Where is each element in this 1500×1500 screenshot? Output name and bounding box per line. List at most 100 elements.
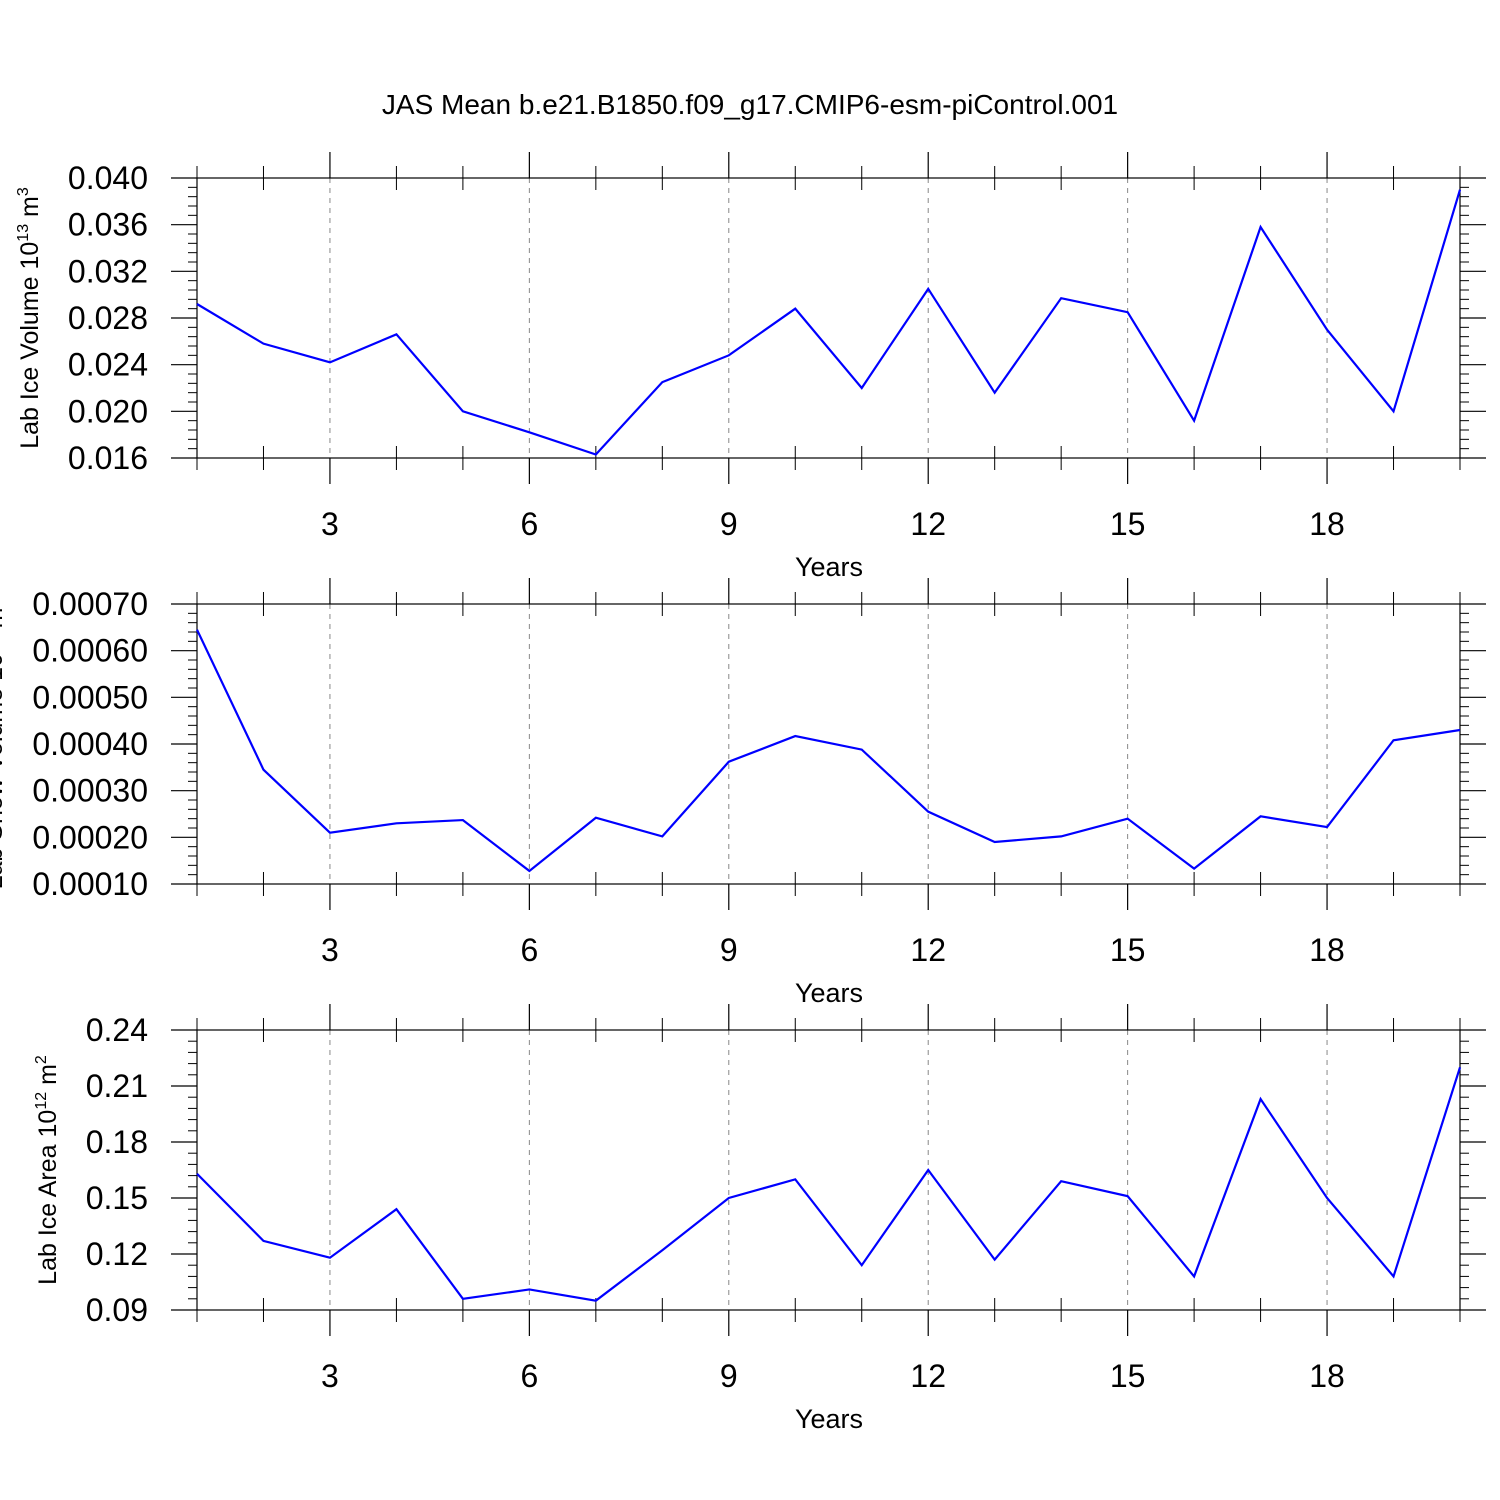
data-point	[1457, 187, 1463, 193]
data-point	[393, 331, 399, 337]
y-axis-label: Lab Ice Area 1012 m2	[33, 1055, 62, 1285]
data-point	[859, 747, 865, 753]
panels-group: 3 6 9 12 15 18 0.016 0.020 0.024 0.028 0.032 0.036 0…	[0, 152, 1486, 1434]
y-tick-label: 0.24	[86, 1012, 148, 1048]
data-point	[859, 1262, 865, 1268]
data-point	[726, 1195, 732, 1201]
data-point	[1125, 309, 1131, 315]
y-axis-label-superscript: 3	[15, 187, 32, 196]
data-point	[925, 286, 931, 292]
y-tick-label: 0.028	[68, 300, 148, 336]
data-point	[659, 1247, 665, 1253]
x-tick-label: 12	[910, 932, 946, 968]
data-point	[659, 379, 665, 385]
x-axis-label: Years	[795, 1404, 863, 1434]
data-point	[1258, 224, 1264, 230]
y-tick-label: 0.00010	[32, 866, 148, 902]
y-axis-label-superscript: 13	[15, 224, 32, 242]
data-point	[327, 1255, 333, 1261]
data-point	[792, 1176, 798, 1182]
data-point	[1125, 1193, 1131, 1199]
x-tick-label: 18	[1309, 932, 1345, 968]
y-axis-label-part: m	[16, 196, 44, 224]
x-tick-label: 9	[720, 932, 738, 968]
x-tick-label: 12	[910, 506, 946, 542]
chart-panel-3: 3 6 9 12 15 18 0.09 0.12 0.15 0.18 0.21 0.24 Years La…	[33, 1004, 1486, 1434]
y-tick-label: 0.00040	[32, 726, 148, 762]
data-point	[194, 1171, 200, 1177]
x-tick-label: 15	[1110, 506, 1146, 542]
data-point	[393, 820, 399, 826]
y-tick-label: 0.21	[86, 1068, 148, 1104]
data-point	[1391, 1273, 1397, 1279]
figure-title: JAS Mean b.e21.B1850.f09_g17.CMIP6-esm-p…	[382, 89, 1118, 120]
x-tick-label: 9	[720, 1358, 738, 1394]
data-point	[194, 301, 200, 307]
x-tick-label: 15	[1110, 1358, 1146, 1394]
data-point	[260, 1238, 266, 1244]
y-axis-label-part: Lab Ice Area 10	[34, 1110, 62, 1285]
y-tick-label: 0.00020	[32, 819, 148, 855]
y-tick-label: 0.036	[68, 207, 148, 243]
data-point	[992, 390, 998, 396]
data-point	[1058, 833, 1064, 839]
y-tick-label: 0.032	[68, 253, 148, 289]
data-point	[1324, 824, 1330, 830]
data-point	[1457, 1064, 1463, 1070]
x-tick-label: 3	[321, 506, 339, 542]
data-point	[526, 1286, 532, 1292]
data-point	[1391, 408, 1397, 414]
y-tick-label: 0.00050	[32, 679, 148, 715]
data-point	[859, 385, 865, 391]
data-point	[1391, 737, 1397, 743]
data-point	[1125, 816, 1131, 822]
data-point	[327, 359, 333, 365]
data-point	[726, 759, 732, 765]
data-point	[260, 767, 266, 773]
data-point	[992, 1257, 998, 1263]
data-point	[1058, 295, 1064, 301]
y-axis-label-part: m	[34, 1064, 62, 1092]
x-tick-label: 18	[1309, 506, 1345, 542]
y-tick-label: 0.12	[86, 1236, 148, 1272]
data-point	[593, 452, 599, 458]
data-point	[1058, 1178, 1064, 1184]
data-point	[1191, 866, 1197, 872]
data-point	[260, 341, 266, 347]
y-axis-label: Lab Ice Volume 1013 m3	[15, 187, 44, 449]
y-tick-label: 0.15	[86, 1180, 148, 1216]
y-axis-label: Lab Snow Volume 1013 m3	[0, 599, 8, 890]
y-axis-label-part: Lab Ice Volume 10	[16, 242, 44, 449]
data-point	[194, 627, 200, 633]
y-tick-label: 0.00060	[32, 633, 148, 669]
y-tick-label: 0.024	[68, 347, 148, 383]
data-point	[1457, 727, 1463, 733]
x-tick-label: 12	[910, 1358, 946, 1394]
data-point	[526, 868, 532, 874]
data-point	[792, 733, 798, 739]
plot-frame	[196, 177, 1461, 459]
x-tick-label: 3	[321, 932, 339, 968]
chart-panel-1: 3 6 9 12 15 18 0.016 0.020 0.024 0.028 0.032 0.036 0…	[15, 152, 1486, 582]
data-point	[925, 809, 931, 815]
data-point	[1324, 327, 1330, 333]
x-tick-label: 3	[321, 1358, 339, 1394]
chart-panel-2: 3 6 9 12 15 18 0.00010 0.00020 0.00030 0.00040 0.0…	[0, 578, 1486, 1008]
y-tick-label: 0.09	[86, 1292, 148, 1328]
data-point	[659, 833, 665, 839]
data-point	[593, 815, 599, 821]
data-point	[1191, 418, 1197, 424]
x-tick-label: 6	[520, 506, 538, 542]
data-point	[460, 408, 466, 414]
data-point	[1258, 813, 1264, 819]
data-point	[1191, 1273, 1197, 1279]
x-axis-label: Years	[795, 978, 863, 1008]
data-point	[526, 429, 532, 435]
data-point	[327, 830, 333, 836]
y-tick-label: 0.00030	[32, 773, 148, 809]
y-tick-label: 0.016	[68, 440, 148, 476]
y-axis-label-part: m	[0, 608, 8, 636]
series-line	[196, 1067, 1462, 1302]
y-axis-label-superscript: 2	[33, 1055, 50, 1064]
